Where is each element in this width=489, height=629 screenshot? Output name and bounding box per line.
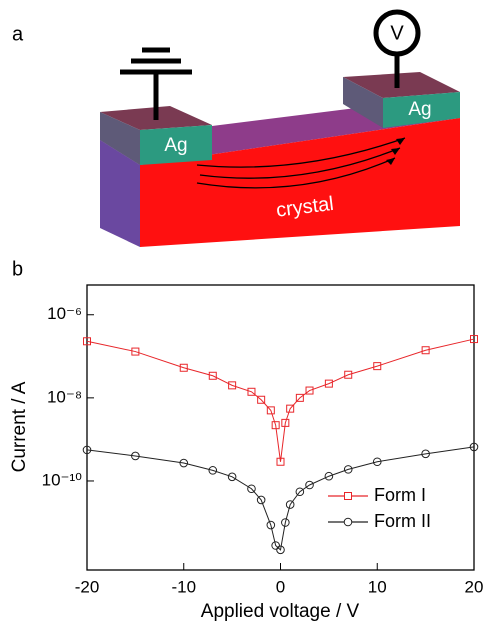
legend-marker bbox=[345, 493, 352, 500]
x-axis-label: Applied voltage / V bbox=[201, 601, 360, 622]
x-tick-label: 20 bbox=[465, 577, 484, 596]
panel-label: b bbox=[12, 258, 23, 280]
x-tick-label: 0 bbox=[276, 577, 285, 596]
y-axis-label: Current / A bbox=[9, 381, 30, 472]
electrode-label: Ag bbox=[408, 99, 431, 120]
x-tick-label: -20 bbox=[75, 577, 100, 596]
electrode-label: Ag bbox=[164, 135, 187, 156]
y-tick-label: 10⁻⁸ bbox=[47, 387, 82, 406]
legend-marker bbox=[344, 518, 352, 526]
legend-label: Form II bbox=[374, 511, 431, 531]
y-tick-label: 10⁻¹⁰ bbox=[42, 470, 83, 489]
panel-label: a bbox=[12, 23, 24, 45]
legend-label: Form I bbox=[374, 485, 426, 505]
x-tick-label: -10 bbox=[171, 577, 196, 596]
x-tick-label: 10 bbox=[368, 577, 387, 596]
series-line bbox=[87, 339, 474, 462]
y-tick-label: 10⁻⁶ bbox=[47, 304, 82, 323]
voltmeter-label: V bbox=[390, 22, 404, 44]
figure: a Ag Ag V crystal b Current / A Applied … bbox=[0, 0, 489, 629]
